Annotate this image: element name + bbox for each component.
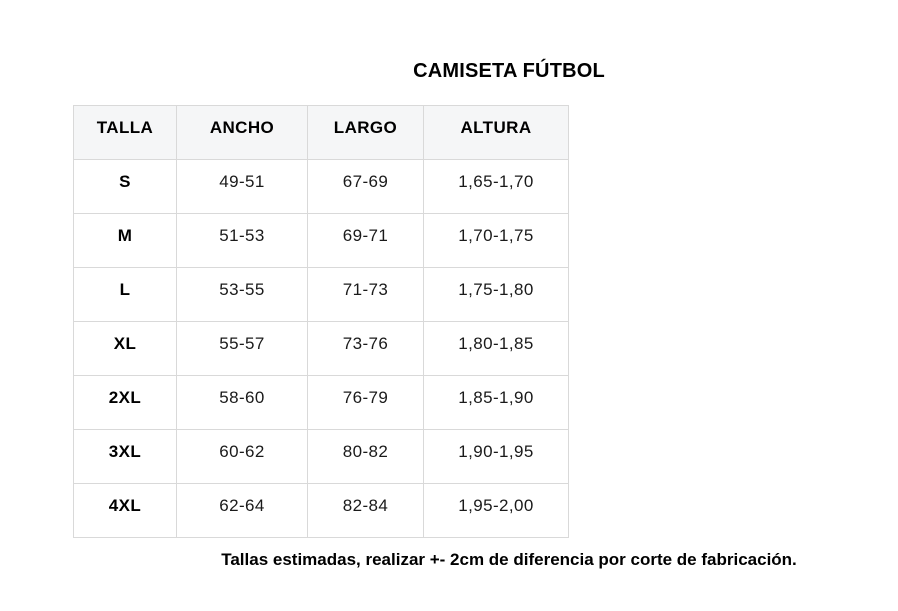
ancho-cell: 60-62 <box>176 429 308 484</box>
largo-cell: 73-76 <box>307 321 424 376</box>
table-row-m: M 51-53 69-71 1,70-1,75 <box>73 213 569 268</box>
ancho-cell: 51-53 <box>176 213 308 268</box>
largo-cell: 80-82 <box>307 429 424 484</box>
table-row-xl: XL 55-57 73-76 1,80-1,85 <box>73 321 569 376</box>
size-cell: 2XL <box>73 375 177 430</box>
column-header-largo: LARGO <box>307 105 424 160</box>
size-chart-table: TALLA ANCHO LARGO ALTURA S 49-51 67-69 1… <box>73 105 569 538</box>
page-title: CAMISETA FÚTBOL <box>413 60 605 82</box>
table-row-l: L 53-55 71-73 1,75-1,80 <box>73 267 569 322</box>
table-row-3xl: 3XL 60-62 80-82 1,90-1,95 <box>73 429 569 484</box>
ancho-cell: 49-51 <box>176 159 308 214</box>
altura-cell: 1,75-1,80 <box>423 267 569 322</box>
altura-cell: 1,90-1,95 <box>423 429 569 484</box>
size-cell: S <box>73 159 177 214</box>
ancho-cell: 55-57 <box>176 321 308 376</box>
altura-cell: 1,80-1,85 <box>423 321 569 376</box>
size-cell: XL <box>73 321 177 376</box>
altura-cell: 1,70-1,75 <box>423 213 569 268</box>
size-cell: 4XL <box>73 483 177 538</box>
largo-cell: 82-84 <box>307 483 424 538</box>
footer-note: Tallas estimadas, realizar +- 2cm de dif… <box>221 550 797 569</box>
table-row-s: S 49-51 67-69 1,65-1,70 <box>73 159 569 214</box>
largo-cell: 76-79 <box>307 375 424 430</box>
altura-cell: 1,85-1,90 <box>423 375 569 430</box>
size-cell: M <box>73 213 177 268</box>
ancho-cell: 58-60 <box>176 375 308 430</box>
table-row-2xl: 2XL 58-60 76-79 1,85-1,90 <box>73 375 569 430</box>
ancho-cell: 53-55 <box>176 267 308 322</box>
size-cell: L <box>73 267 177 322</box>
header-row: TALLA ANCHO LARGO ALTURA <box>73 105 569 160</box>
altura-cell: 1,95-2,00 <box>423 483 569 538</box>
largo-cell: 71-73 <box>307 267 424 322</box>
largo-cell: 67-69 <box>307 159 424 214</box>
ancho-cell: 62-64 <box>176 483 308 538</box>
altura-cell: 1,65-1,70 <box>423 159 569 214</box>
table-row-4xl: 4XL 62-64 82-84 1,95-2,00 <box>73 483 569 538</box>
column-header-ancho: ANCHO <box>176 105 308 160</box>
column-header-talla: TALLA <box>73 105 177 160</box>
size-cell: 3XL <box>73 429 177 484</box>
largo-cell: 69-71 <box>307 213 424 268</box>
column-header-altura: ALTURA <box>423 105 569 160</box>
